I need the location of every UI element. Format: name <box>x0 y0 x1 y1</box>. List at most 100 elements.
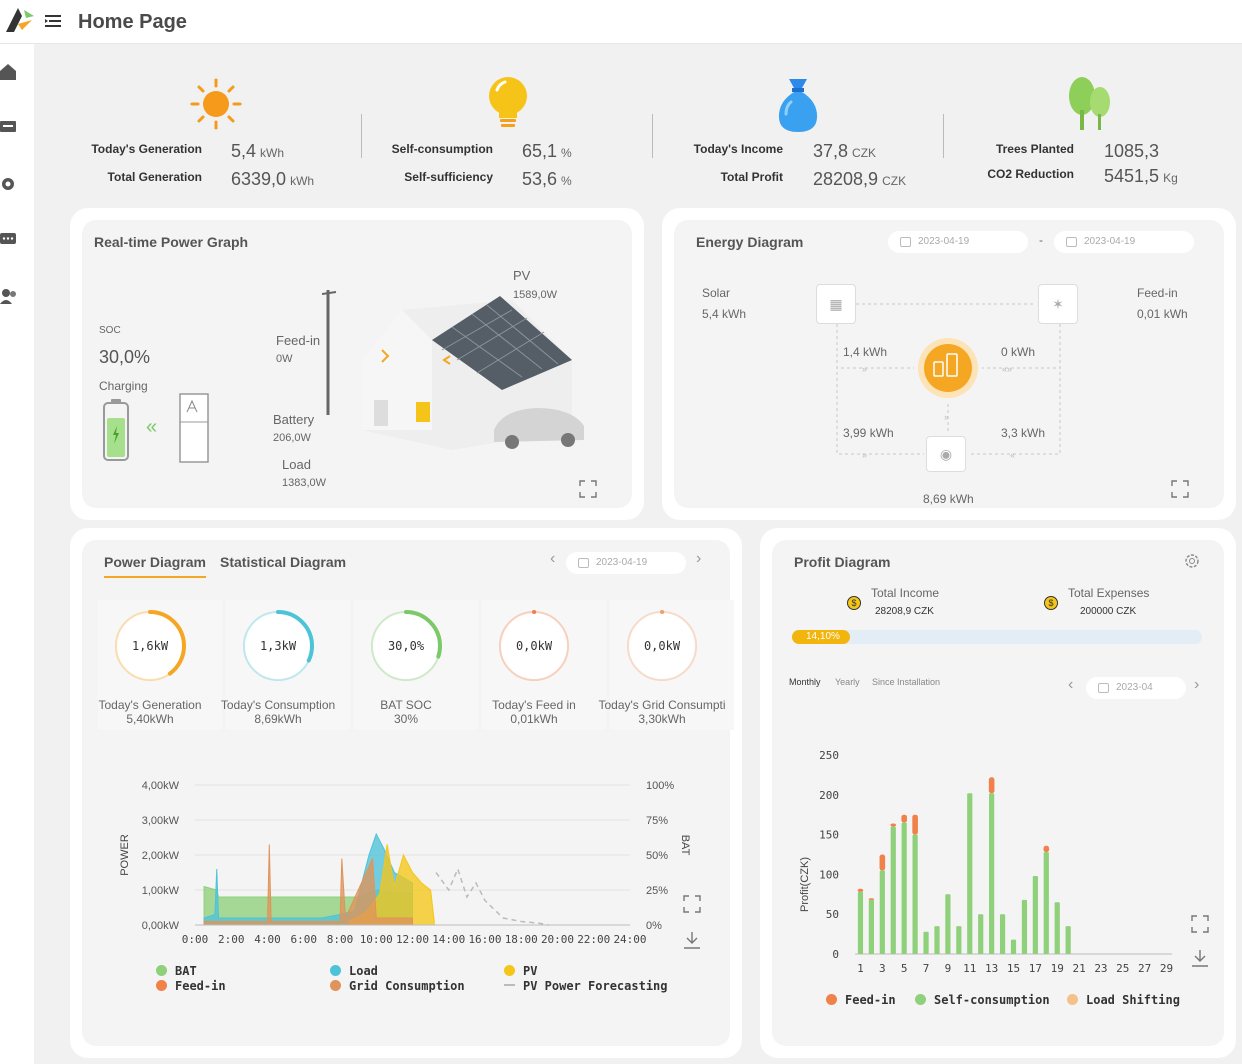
expand-icon[interactable] <box>1170 479 1190 499</box>
bar-self-consumption[interactable] <box>978 914 984 954</box>
grid-to-battery-value: 0 kWh <box>1001 345 1036 359</box>
bar-self-consumption[interactable] <box>1054 902 1060 954</box>
bar-self-consumption[interactable] <box>857 891 864 954</box>
x-tick: 4:00 <box>254 933 281 946</box>
next-month-icon[interactable]: › <box>1194 676 1200 693</box>
total-profit-label: Total Profit <box>720 170 783 184</box>
bar-feed-in[interactable] <box>1043 845 1050 853</box>
load-total-value: 8,69 kWh <box>923 492 974 506</box>
soc-label: SOC <box>99 325 121 336</box>
feedin-value: 0,01 kWh <box>1137 307 1188 321</box>
prev-date-icon[interactable]: ‹ <box>550 550 556 567</box>
bar-self-consumption[interactable] <box>1043 852 1049 954</box>
legend-self-consumption[interactable]: Self-consumption <box>915 993 1050 1007</box>
legend-pv-forecast[interactable]: PV Power Forecasting <box>504 979 668 993</box>
date-picker[interactable]: 2023-04-19 <box>566 552 686 574</box>
y-tick: 4,00kW <box>142 780 180 792</box>
message-icon[interactable] <box>0 230 20 250</box>
calendar-icon <box>900 237 911 247</box>
bar-self-consumption[interactable] <box>1010 939 1017 954</box>
gear-icon[interactable] <box>0 174 20 194</box>
energy-card: Energy Diagram 2023-04-19 - 2023-04-19 »… <box>662 208 1236 520</box>
bar-feed-in[interactable] <box>890 823 897 827</box>
date-to-picker[interactable]: 2023-04-19 <box>1054 231 1194 253</box>
legend-load[interactable]: Load <box>330 964 378 978</box>
bar-self-consumption[interactable] <box>901 822 907 954</box>
legend-load-shifting[interactable]: Load Shifting <box>1067 993 1180 1007</box>
bar-feed-in[interactable] <box>988 777 995 794</box>
bar-self-consumption[interactable] <box>999 914 1006 954</box>
date-from-picker[interactable]: 2023-04-19 <box>888 231 1028 253</box>
legend-feedin[interactable]: Feed-in <box>826 993 896 1007</box>
bar-self-consumption[interactable] <box>967 793 973 954</box>
legend-feedin[interactable]: Feed-in <box>156 979 226 993</box>
calendar-icon <box>1098 683 1109 693</box>
bar-self-consumption[interactable] <box>934 926 940 954</box>
menu-toggle-icon[interactable] <box>44 12 62 30</box>
realtime-card: Real-time Power Graph SOC 30,0% Charging… <box>70 208 644 520</box>
load-node-icon: ◉ <box>926 436 966 472</box>
bar-self-consumption[interactable] <box>1032 875 1038 954</box>
download-icon[interactable] <box>682 930 702 950</box>
kpi-consumption: Self-consumption 65,1% Self-sufficiency … <box>350 44 640 204</box>
tab-monthly[interactable]: Monthly <box>789 677 821 687</box>
device-icon[interactable] <box>0 117 20 137</box>
bar-self-consumption[interactable] <box>956 926 962 954</box>
bar-feed-in[interactable] <box>868 898 875 900</box>
expand-icon[interactable] <box>682 894 702 914</box>
y-tick: 250 <box>819 749 839 762</box>
feedin-value: 0W <box>276 353 293 365</box>
bar-self-consumption[interactable] <box>945 894 951 954</box>
download-icon[interactable] <box>1190 948 1210 968</box>
bar-feed-in[interactable] <box>857 888 864 892</box>
bar-self-consumption[interactable] <box>1021 899 1028 954</box>
solar-value: 5,4 kWh <box>702 307 747 321</box>
expand-icon[interactable] <box>578 479 598 499</box>
kpi-generation: Today's Generation 5,4 kWh Total Generati… <box>60 44 340 204</box>
next-date-icon[interactable]: › <box>696 550 702 567</box>
x-tick: 13 <box>985 962 998 975</box>
users-icon[interactable] <box>0 286 20 306</box>
bar-feed-in[interactable] <box>912 814 918 835</box>
expand-icon[interactable] <box>1190 914 1210 934</box>
tab-yearly[interactable]: Yearly <box>835 677 860 687</box>
bar-self-consumption[interactable] <box>912 834 918 954</box>
legend-pv[interactable]: PV <box>504 964 537 978</box>
bar-feed-in[interactable] <box>879 854 886 871</box>
bar-self-consumption[interactable] <box>879 870 885 954</box>
series-pv-forecast <box>435 866 549 926</box>
y2-tick: 100% <box>646 780 674 792</box>
battery-label: Battery <box>273 412 315 427</box>
prev-month-icon[interactable]: ‹ <box>1068 676 1074 693</box>
bar-self-consumption[interactable] <box>1065 926 1071 954</box>
realtime-title: Real-time Power Graph <box>94 234 249 250</box>
legend-dot <box>330 980 341 991</box>
bar-self-consumption[interactable] <box>890 826 896 954</box>
gauge-value: 1,3kW <box>260 639 297 653</box>
y-axis-label: Profit(CZK) <box>799 857 811 912</box>
todays-income-label: Today's Income <box>693 142 783 156</box>
tab-since-installation[interactable]: Since Installation <box>872 677 941 687</box>
month-picker[interactable]: 2023-04 <box>1086 677 1186 699</box>
settings-gear-icon[interactable] <box>1183 552 1201 570</box>
x-tick: 17 <box>1029 962 1042 975</box>
bar-self-consumption[interactable] <box>923 931 929 954</box>
y-tick: 200 <box>819 789 839 802</box>
legend-dot <box>156 965 167 976</box>
legend-grid-consumption[interactable]: Grid Consumption <box>330 979 465 993</box>
legend-bat[interactable]: BAT <box>156 964 197 978</box>
bar-feed-in[interactable] <box>901 814 907 823</box>
tab-statistical-diagram[interactable]: Statistical Diagram <box>220 554 347 570</box>
x-tick: 24:00 <box>613 933 646 946</box>
gauge-0: 1,6kW Today's Generation 5,40kWh <box>98 600 222 730</box>
self-consumption-value: 65,1% <box>522 141 572 161</box>
battery-value: 206,0W <box>273 432 311 444</box>
grid-node-icon: ✶ <box>1038 284 1078 324</box>
gauge-sub: 5,40kWh <box>126 712 174 726</box>
x-tick: 21 <box>1072 962 1085 975</box>
solar-label: Solar <box>702 286 731 300</box>
tab-power-diagram[interactable]: Power Diagram <box>104 554 206 570</box>
home-icon[interactable] <box>0 62 20 82</box>
bar-self-consumption[interactable] <box>868 899 874 954</box>
bar-self-consumption[interactable] <box>989 793 995 954</box>
